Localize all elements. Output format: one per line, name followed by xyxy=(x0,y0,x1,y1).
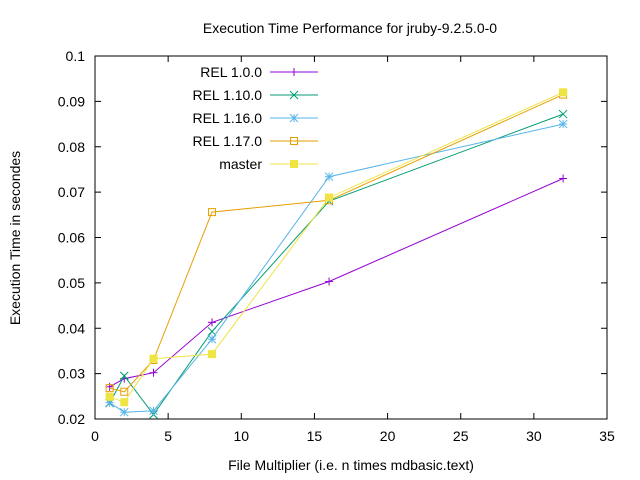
x-tick-label: 15 xyxy=(307,428,323,444)
axis-ticks: 0 5 10 15 20 25 30 35 0.02 0.03 0.04 0.05 0.06 0.07 0.… xyxy=(58,48,615,444)
x-tick-label: 0 xyxy=(91,428,99,444)
series-line xyxy=(109,178,564,388)
data-point xyxy=(119,371,129,381)
data-point xyxy=(149,406,158,416)
data-point xyxy=(207,334,217,344)
data-point xyxy=(559,174,568,183)
legend-label: REL 1.10.0 xyxy=(192,87,262,103)
x-tick-label: 20 xyxy=(380,428,396,444)
legend-entry: REL 1.17.0 xyxy=(192,133,318,149)
data-point xyxy=(120,387,129,396)
data-point xyxy=(289,90,299,100)
x-tick-label: 35 xyxy=(599,428,615,444)
y-tick-label: 0.1 xyxy=(66,48,86,64)
x-tick-label: 25 xyxy=(453,428,469,444)
chart-title: Execution Time Performance for jruby-9.2… xyxy=(203,20,497,36)
data-point xyxy=(149,368,158,377)
x-tick-label: 5 xyxy=(164,428,172,444)
data-point xyxy=(325,193,334,202)
data-point xyxy=(105,384,114,393)
data-point xyxy=(208,318,217,327)
data-point xyxy=(325,277,334,286)
legend-label: REL 1.0.0 xyxy=(200,64,262,80)
legend-entry: REL 1.0.0 xyxy=(200,64,318,80)
data-point xyxy=(559,88,568,97)
y-tick-label: 0.08 xyxy=(58,139,85,155)
legend-label: master xyxy=(219,156,262,172)
data-point xyxy=(105,382,114,391)
y-tick-label: 0.07 xyxy=(58,184,85,200)
legend-label: REL 1.16.0 xyxy=(192,110,262,126)
data-point xyxy=(208,350,217,359)
legend: REL 1.0.0 REL 1.10.0 REL 1.16.0 REL 1.17.0 m… xyxy=(192,64,318,172)
series-4 xyxy=(105,88,568,407)
series-layer xyxy=(105,88,568,419)
series-2 xyxy=(105,119,568,417)
legend-label: REL 1.17.0 xyxy=(192,133,262,149)
series-line xyxy=(109,91,564,403)
y-tick-label: 0.05 xyxy=(58,275,85,291)
data-point xyxy=(207,327,217,336)
data-point xyxy=(289,113,299,123)
plot-frame xyxy=(94,55,608,420)
y-axis-title: Execution Time in secondes xyxy=(7,151,23,325)
data-point xyxy=(324,172,334,182)
data-point xyxy=(120,398,129,407)
legend-entry: master xyxy=(219,156,318,172)
data-point xyxy=(105,392,114,401)
data-point xyxy=(290,68,298,76)
y-tick-label: 0.09 xyxy=(58,93,85,109)
data-point xyxy=(208,208,217,217)
y-tick-label: 0.02 xyxy=(58,411,85,427)
series-1 xyxy=(105,109,568,419)
x-tick-label: 30 xyxy=(526,428,542,444)
series-0 xyxy=(105,174,568,391)
x-tick-label: 10 xyxy=(233,428,249,444)
data-point xyxy=(290,160,298,168)
series-line xyxy=(109,123,564,413)
y-tick-label: 0.03 xyxy=(58,366,85,382)
data-point xyxy=(558,109,568,119)
legend-entry: REL 1.10.0 xyxy=(192,87,318,103)
data-point xyxy=(149,354,158,363)
data-point xyxy=(290,137,298,145)
series-line xyxy=(109,113,564,416)
y-tick-label: 0.04 xyxy=(58,320,85,336)
series-3 xyxy=(105,90,568,396)
y-tick-label: 0.06 xyxy=(58,230,85,246)
data-point xyxy=(119,407,129,417)
legend-entry: REL 1.16.0 xyxy=(192,110,318,126)
x-axis-title: File Multiplier (i.e. n times mdbasic.te… xyxy=(228,457,474,473)
data-point xyxy=(558,119,568,129)
series-line xyxy=(109,94,564,393)
